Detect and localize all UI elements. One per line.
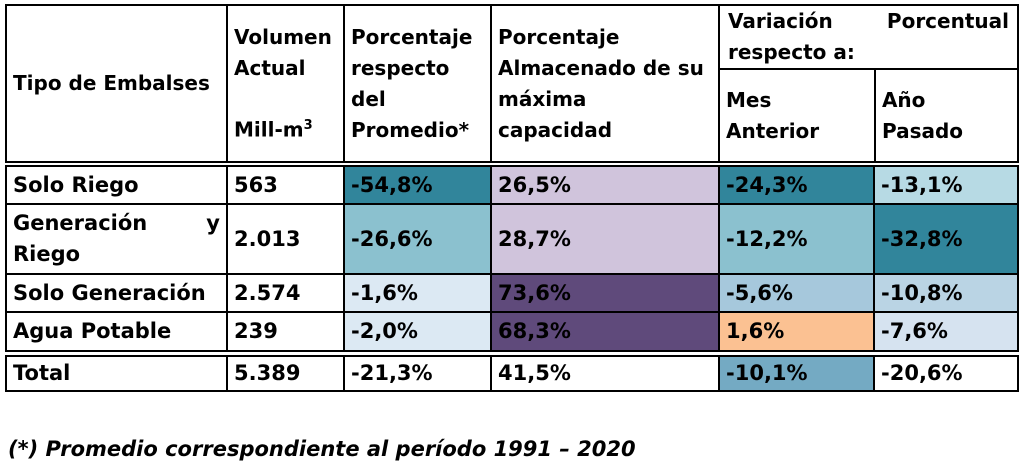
cell-pct-promedio: -2,0% xyxy=(343,313,490,350)
header-porcentaje-promedio: Porcentaje respecto del Promedio* xyxy=(343,6,490,161)
cell-pct-promedio: -54,8% xyxy=(343,167,490,203)
cell-var-anio: -7,6% xyxy=(873,313,1017,350)
cell-tipo: Generación y Riego xyxy=(7,205,226,273)
cell-pct-promedio: -26,6% xyxy=(343,205,490,273)
cell-tipo: Solo Generación xyxy=(7,275,226,311)
cell-pct-promedio: -1,6% xyxy=(343,275,490,311)
header-promedio-label: Porcentaje respecto del Promedio* xyxy=(351,24,473,142)
footnote-promedio-periodo: (*) Promedio correspondiente al período … xyxy=(8,437,636,461)
cell-tipo-line1: Generación y xyxy=(13,211,220,235)
header-mes-anterior: Mes Anterior xyxy=(720,70,874,161)
header-variacion-group: Variación Porcentual respecto a: Mes Ant… xyxy=(718,6,1017,161)
cell-pct-capacidad: 28,7% xyxy=(490,205,718,273)
header-variacion-porcentual: Variación Porcentual respecto a: xyxy=(720,6,1017,70)
table-row-solo-generacion: Solo Generación 2.574 -1,6% 73,6% -5,6% … xyxy=(7,273,1017,311)
cell-var-mes: -12,2% xyxy=(718,205,873,273)
cell-volumen: 5.389 xyxy=(226,357,343,390)
cell-pct-capacidad: 68,3% xyxy=(490,313,718,350)
cell-total-label: Total xyxy=(7,357,226,390)
cell-pct-capacidad: 73,6% xyxy=(490,275,718,311)
cell-volumen: 239 xyxy=(226,313,343,350)
table-row-total: Total 5.389 -21,3% 41,5% -10,1% -20,6% xyxy=(7,357,1017,390)
header-row: Tipo de Embalses Volumen Actual Mill-m3 … xyxy=(7,6,1017,161)
header-tipo-label: Tipo de Embalses xyxy=(13,71,210,95)
cell-var-anio: -20,6% xyxy=(873,357,1017,390)
header-volumen-label: Volumen Actual xyxy=(234,24,332,80)
cell-tipo: Solo Riego xyxy=(7,167,226,203)
header-porcentaje-capacidad: Porcentaje Almacenado de su máxima capac… xyxy=(490,6,718,161)
cell-pct-capacidad: 41,5% xyxy=(490,357,718,390)
cell-var-mes: 1,6% xyxy=(718,313,873,350)
header-volumen-actual: Volumen Actual Mill-m3 xyxy=(226,6,343,161)
header-tipo-de-embalses: Tipo de Embalses xyxy=(7,6,226,161)
table-row-generacion-y-riego: Generación y Riego 2.013 -26,6% 28,7% -1… xyxy=(7,203,1017,273)
header-volumen-unit: Mill-m3 xyxy=(234,117,313,142)
header-variacion-line2: respecto a: xyxy=(728,40,855,64)
cell-pct-promedio: -21,3% xyxy=(343,357,490,390)
cell-var-mes: -5,6% xyxy=(718,275,873,311)
cell-var-anio: -32,8% xyxy=(873,205,1017,273)
table-header: Tipo de Embalses Volumen Actual Mill-m3 … xyxy=(5,4,1019,163)
cell-volumen: 2.574 xyxy=(226,275,343,311)
cell-var-mes: -10,1% xyxy=(718,357,873,390)
cell-volumen: 2.013 xyxy=(226,205,343,273)
embalses-table: Tipo de Embalses Volumen Actual Mill-m3 … xyxy=(5,4,1019,392)
header-variacion-line1: Variación Porcentual xyxy=(728,9,1009,33)
cell-tipo: Agua Potable xyxy=(7,313,226,350)
cell-var-mes: -24,3% xyxy=(718,167,873,203)
cell-volumen: 563 xyxy=(226,167,343,203)
header-variacion-subcolumns: Mes Anterior Año Pasado xyxy=(720,70,1017,161)
cell-var-anio: -13,1% xyxy=(873,167,1017,203)
header-capacidad-label: Porcentaje Almacenado de su máxima capac… xyxy=(498,24,704,142)
table-body: Solo Riego 563 -54,8% 26,5% -24,3% -13,1… xyxy=(5,165,1019,352)
table-row-agua-potable: Agua Potable 239 -2,0% 68,3% 1,6% -7,6% xyxy=(7,311,1017,350)
cell-var-anio: -10,8% xyxy=(873,275,1017,311)
cell-pct-capacidad: 26,5% xyxy=(490,167,718,203)
cell-tipo-line2: Riego xyxy=(13,242,81,266)
table-row-solo-riego: Solo Riego 563 -54,8% 26,5% -24,3% -13,1… xyxy=(7,167,1017,203)
table-total: Total 5.389 -21,3% 41,5% -10,1% -20,6% xyxy=(5,355,1019,392)
header-anio-pasado: Año Pasado xyxy=(873,70,1017,161)
